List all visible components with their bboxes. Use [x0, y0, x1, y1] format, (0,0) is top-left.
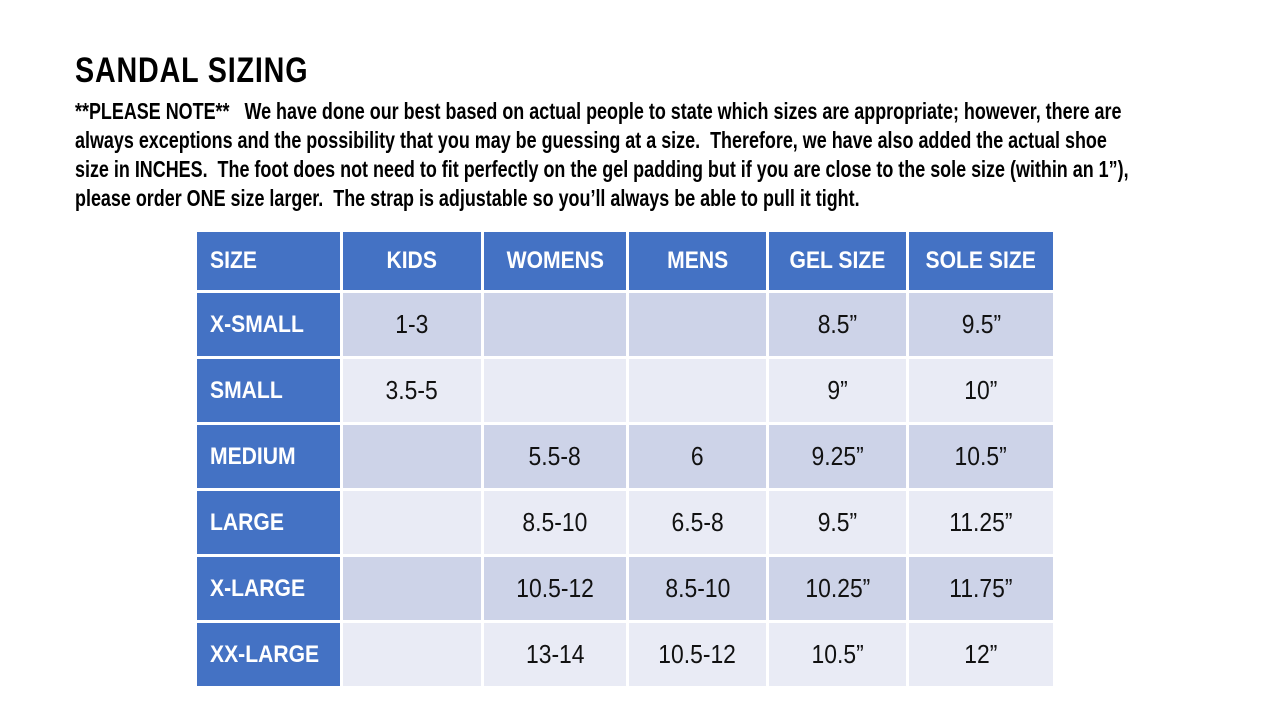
cell-x-large-sole: 11.75” — [909, 557, 1053, 620]
cell-x-large-womens: 10.5-12 — [484, 557, 626, 620]
column-header-size: SIZE — [197, 232, 340, 290]
row-label-text: SMALL — [210, 376, 283, 404]
sizing-table: SIZE KIDS WOMENS MENS GEL SIZE SOLE SIZE… — [197, 232, 1053, 686]
cell-x-small-sole: 9.5” — [909, 293, 1053, 356]
cell-value: 5.5-8 — [528, 441, 582, 471]
cell-value: 8.5-10 — [522, 507, 588, 537]
column-header-label: SOLE SIZE — [925, 247, 1037, 274]
cell-x-small-womens — [484, 293, 626, 356]
cell-medium-sole: 10.5” — [909, 425, 1053, 488]
row-label-x-large: X-LARGE — [197, 557, 340, 620]
cell-medium-womens: 5.5-8 — [484, 425, 626, 488]
cell-x-small-mens — [629, 293, 766, 356]
cell-value: 10.5” — [954, 441, 1008, 471]
cell-value: 9.5” — [817, 507, 858, 537]
note-line: always exceptions and the possibility th… — [75, 127, 1107, 153]
cell-xx-large-kids — [343, 623, 481, 686]
cell-value: 9.5” — [961, 309, 1001, 339]
cell-small-mens — [629, 359, 766, 422]
column-header-womens: WOMENS — [484, 232, 626, 290]
cell-value: 10.5” — [811, 639, 864, 669]
cell-small-womens — [484, 359, 626, 422]
cell-large-gel: 9.5” — [769, 491, 906, 554]
sizing-note: **PLEASE NOTE** We have done our best ba… — [75, 97, 1280, 213]
cell-xx-large-womens: 13-14 — [484, 623, 626, 686]
note-line: size in INCHES. The foot does not need t… — [75, 156, 1129, 182]
cell-large-sole: 11.25” — [909, 491, 1053, 554]
note-line: please order ONE size larger. The strap … — [75, 185, 860, 211]
row-label-medium: MEDIUM — [197, 425, 340, 488]
column-header-gel-size: GEL SIZE — [769, 232, 906, 290]
cell-xx-large-gel: 10.5” — [769, 623, 906, 686]
cell-value: 11.75” — [949, 573, 1013, 603]
cell-small-sole: 10” — [909, 359, 1053, 422]
row-label-text: LARGE — [210, 508, 284, 536]
row-label-xx-large: XX-LARGE — [197, 623, 340, 686]
cell-value: 6 — [691, 441, 704, 471]
column-header-label: GEL SIZE — [789, 247, 886, 274]
cell-medium-gel: 9.25” — [769, 425, 906, 488]
cell-value: 8.5-10 — [665, 573, 730, 603]
column-header-mens: MENS — [629, 232, 766, 290]
cell-x-small-gel: 8.5” — [769, 293, 906, 356]
cell-value: 6.5-8 — [671, 507, 724, 537]
column-header-label: WOMENS — [506, 247, 604, 274]
cell-value: 10.5-12 — [516, 573, 594, 603]
cell-medium-kids — [343, 425, 481, 488]
cell-value: 3.5-5 — [385, 375, 439, 405]
note-line: **PLEASE NOTE** We have done our best ba… — [75, 98, 1122, 124]
column-header-label: KIDS — [386, 247, 438, 274]
cell-large-kids — [343, 491, 481, 554]
column-header-sole-size: SOLE SIZE — [909, 232, 1053, 290]
row-label-text: MEDIUM — [210, 442, 296, 470]
row-label-text: X-LARGE — [210, 574, 306, 602]
cell-xx-large-mens: 10.5-12 — [629, 623, 766, 686]
row-label-large: LARGE — [197, 491, 340, 554]
cell-value: 1-3 — [395, 309, 429, 339]
column-header-label: MENS — [666, 247, 729, 274]
cell-medium-mens: 6 — [629, 425, 766, 488]
cell-value: 10” — [964, 375, 998, 405]
cell-large-mens: 6.5-8 — [629, 491, 766, 554]
cell-value: 13-14 — [525, 639, 585, 669]
cell-large-womens: 8.5-10 — [484, 491, 626, 554]
cell-small-gel: 9” — [769, 359, 906, 422]
page-title: SANDAL SIZING — [75, 51, 309, 90]
column-header-label: SIZE — [210, 247, 257, 274]
cell-value: 10.5-12 — [658, 639, 737, 669]
row-label-text: XX-LARGE — [210, 640, 320, 668]
cell-x-large-mens: 8.5-10 — [629, 557, 766, 620]
cell-value: 8.5” — [817, 309, 858, 339]
cell-small-kids: 3.5-5 — [343, 359, 481, 422]
cell-value: 9” — [827, 375, 848, 405]
cell-value: 12” — [964, 639, 998, 669]
cell-xx-large-sole: 12” — [909, 623, 1053, 686]
cell-x-large-kids — [343, 557, 481, 620]
cell-x-small-kids: 1-3 — [343, 293, 481, 356]
row-label-text: X-SMALL — [210, 310, 304, 338]
cell-value: 11.25” — [949, 507, 1013, 537]
row-label-small: SMALL — [197, 359, 340, 422]
column-header-kids: KIDS — [343, 232, 481, 290]
cell-value: 10.25” — [805, 573, 870, 603]
cell-value: 9.25” — [811, 441, 864, 471]
cell-x-large-gel: 10.25” — [769, 557, 906, 620]
row-label-x-small: X-SMALL — [197, 293, 340, 356]
